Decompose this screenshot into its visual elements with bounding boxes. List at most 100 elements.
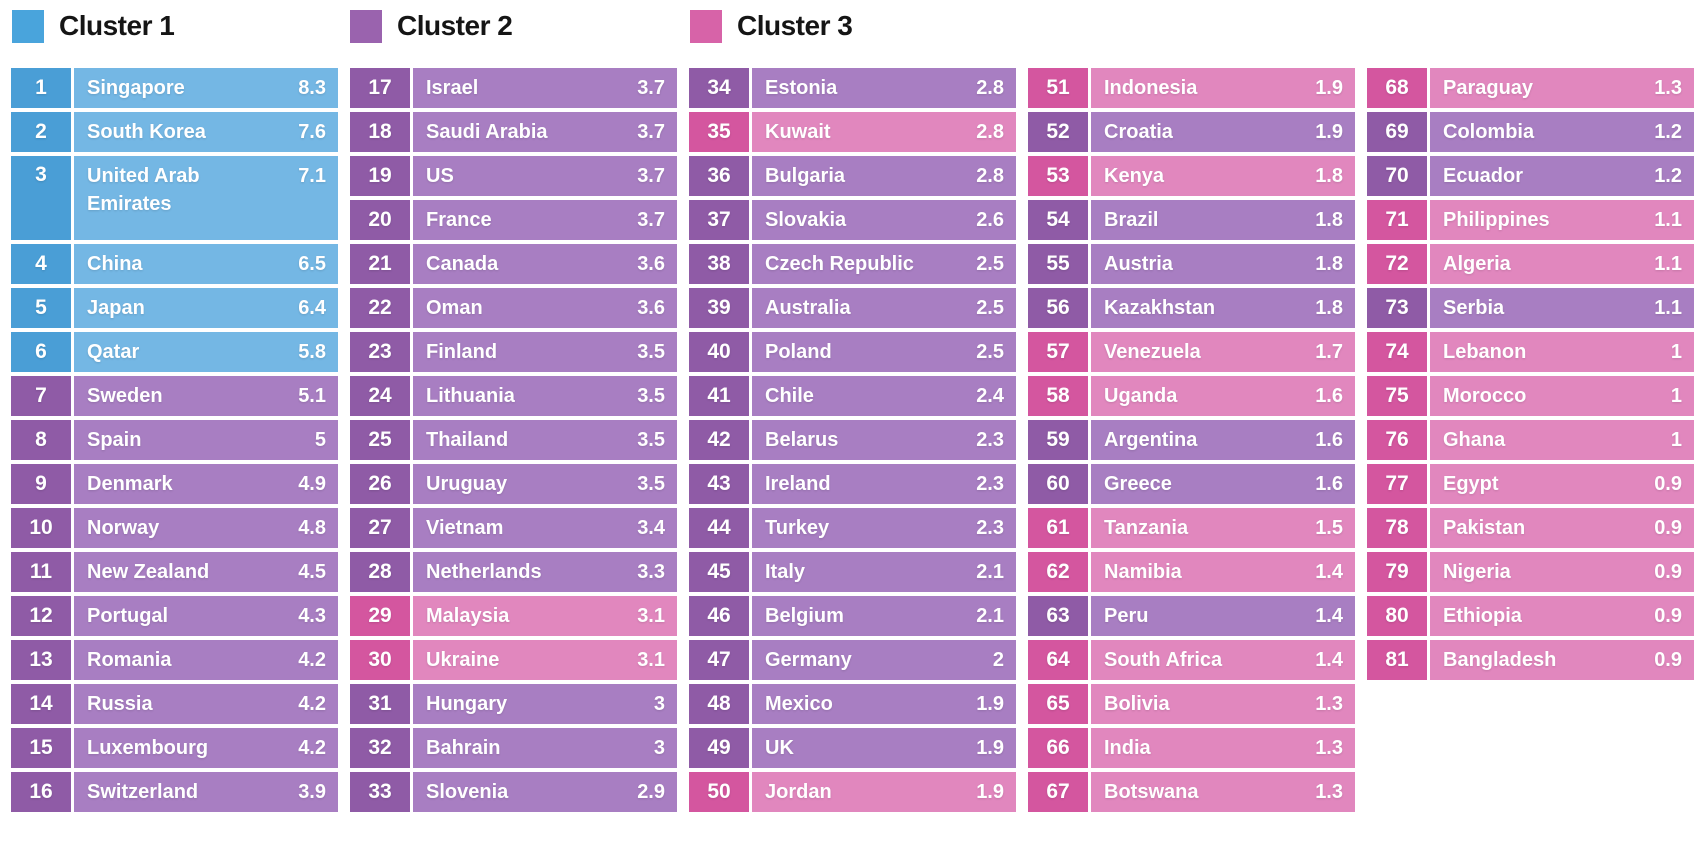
country-name: Saudi Arabia — [426, 120, 548, 143]
country-cell: US 3.7 — [413, 156, 677, 196]
table-row: 80 Ethiopia 0.9 — [1367, 596, 1694, 636]
rank-cell: 62 — [1028, 552, 1088, 592]
rank-cell: 76 — [1367, 420, 1427, 460]
score-value: 1.5 — [1315, 516, 1343, 539]
country-name: China — [87, 252, 143, 275]
country-name: Austria — [1104, 252, 1173, 275]
score-value: 3.5 — [637, 384, 665, 407]
country-cell: Jordan 1.9 — [752, 772, 1016, 812]
rank-cell: 72 — [1367, 244, 1427, 284]
country-cell: Bangladesh 0.9 — [1430, 640, 1694, 680]
score-value: 1.9 — [1315, 76, 1343, 99]
table-row: 10 Norway 4.8 — [11, 508, 338, 548]
country-name: Indonesia — [1104, 76, 1198, 99]
table-row: 60 Greece 1.6 — [1028, 464, 1355, 504]
country-name: Lithuania — [426, 384, 515, 407]
country-cell: Pakistan 0.9 — [1430, 508, 1694, 548]
table-row: 43 Ireland 2.3 — [689, 464, 1016, 504]
score-value: 3.7 — [637, 120, 665, 143]
rank-cell: 13 — [11, 640, 71, 680]
rank-cell: 42 — [689, 420, 749, 460]
country-cell: Turkey 2.3 — [752, 508, 1016, 548]
score-value: 1.1 — [1654, 208, 1682, 231]
table-row: 6 Qatar 5.8 — [11, 332, 338, 372]
table-row: 4 China 6.5 — [11, 244, 338, 284]
table-row: 63 Peru 1.4 — [1028, 596, 1355, 636]
table-row: 66 India 1.3 — [1028, 728, 1355, 768]
score-value: 4.2 — [298, 692, 326, 715]
country-name: Uruguay — [426, 472, 508, 495]
table-row: 61 Tanzania 1.5 — [1028, 508, 1355, 548]
country-name: US — [426, 164, 454, 187]
score-value: 1.4 — [1315, 560, 1343, 583]
table-row: 11 New Zealand 4.5 — [11, 552, 338, 592]
score-value: 0.9 — [1654, 560, 1682, 583]
country-cell: Sweden 5.1 — [74, 376, 338, 416]
table-row: 81 Bangladesh 0.9 — [1367, 640, 1694, 680]
score-value: 3.7 — [637, 208, 665, 231]
country-cell: Thailand 3.5 — [413, 420, 677, 460]
table-row: 64 South Africa 1.4 — [1028, 640, 1355, 680]
table-row: 50 Jordan 1.9 — [689, 772, 1016, 812]
country-name: Malaysia — [426, 604, 510, 627]
score-value: 0.9 — [1654, 516, 1682, 539]
score-value: 2.3 — [976, 516, 1004, 539]
country-cell: France 3.7 — [413, 200, 677, 240]
cluster-2-swatch — [350, 9, 382, 43]
table-column-4: 51 Indonesia 1.9 52 Croatia 1.9 53 Kenya… — [1028, 68, 1355, 816]
country-name: Canada — [426, 252, 499, 275]
score-value: 2.4 — [976, 384, 1004, 407]
score-value: 2.9 — [637, 780, 665, 803]
country-cell: Kazakhstan 1.8 — [1091, 288, 1355, 328]
score-value: 3.5 — [637, 340, 665, 363]
rank-cell: 69 — [1367, 112, 1427, 152]
country-cell: Spain 5 — [74, 420, 338, 460]
score-value: 0.9 — [1654, 604, 1682, 627]
country-name: Slovakia — [765, 208, 847, 231]
country-name: Turkey — [765, 516, 830, 539]
country-name: Sweden — [87, 384, 163, 407]
rank-cell: 41 — [689, 376, 749, 416]
table-row: 9 Denmark 4.9 — [11, 464, 338, 504]
rank-cell: 80 — [1367, 596, 1427, 636]
country-cell: Chile 2.4 — [752, 376, 1016, 416]
country-cell: Ghana 1 — [1430, 420, 1694, 460]
country-cell: Norway 4.8 — [74, 508, 338, 548]
country-name: Germany — [765, 648, 852, 671]
table-row: 15 Luxembourg 4.2 — [11, 728, 338, 768]
rank-cell: 49 — [689, 728, 749, 768]
table-row: 27 Vietnam 3.4 — [350, 508, 677, 548]
rank-cell: 73 — [1367, 288, 1427, 328]
score-value: 4.3 — [298, 604, 326, 627]
table-row: 26 Uruguay 3.5 — [350, 464, 677, 504]
rank-cell: 38 — [689, 244, 749, 284]
country-cell: Argentina 1.6 — [1091, 420, 1355, 460]
rank-cell: 40 — [689, 332, 749, 372]
rank-cell: 25 — [350, 420, 410, 460]
country-name: India — [1104, 736, 1151, 759]
score-value: 0.9 — [1654, 648, 1682, 671]
score-value: 8.3 — [298, 76, 326, 99]
rank-cell: 12 — [11, 596, 71, 636]
table-row: 51 Indonesia 1.9 — [1028, 68, 1355, 108]
country-cell: Kenya 1.8 — [1091, 156, 1355, 196]
country-name: Nigeria — [1443, 560, 1511, 583]
country-name: Philippines — [1443, 208, 1550, 231]
score-value: 1.3 — [1315, 780, 1343, 803]
score-value: 2.3 — [976, 472, 1004, 495]
table-row: 71 Philippines 1.1 — [1367, 200, 1694, 240]
table-row: 13 Romania 4.2 — [11, 640, 338, 680]
table-row: 42 Belarus 2.3 — [689, 420, 1016, 460]
rank-cell: 22 — [350, 288, 410, 328]
legend-label-cluster-3: Cluster 3 — [737, 10, 853, 41]
country-cell: Philippines 1.1 — [1430, 200, 1694, 240]
table-column-2: 17 Israel 3.7 18 Saudi Arabia 3.7 19 US … — [350, 68, 677, 816]
score-value: 1.8 — [1315, 208, 1343, 231]
country-name: France — [426, 208, 492, 231]
country-name: Estonia — [765, 76, 838, 99]
table-row: 72 Algeria 1.1 — [1367, 244, 1694, 284]
cluster-1-swatch — [12, 9, 44, 43]
country-name: Namibia — [1104, 560, 1182, 583]
country-cell: Ethiopia 0.9 — [1430, 596, 1694, 636]
